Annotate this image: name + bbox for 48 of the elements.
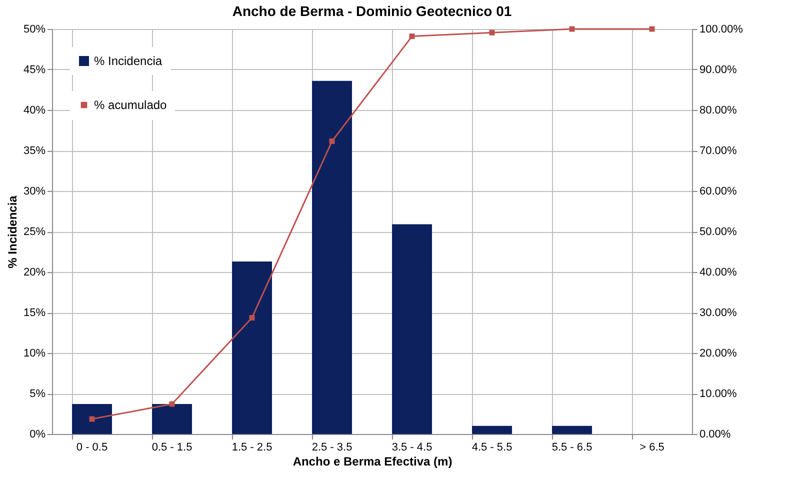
- y-tick-label: 50%: [23, 24, 46, 36]
- y-tick-label: 35%: [23, 145, 46, 157]
- bar: [72, 404, 112, 434]
- legend-label: % Incidencia: [94, 54, 162, 68]
- y-tick-label: 25%: [23, 226, 46, 238]
- y2-tick-label: 90.00%: [700, 64, 738, 76]
- y2-tick-label: 20.00%: [700, 348, 738, 360]
- x-tick-label: > 6.5: [640, 442, 664, 454]
- x-tick-label: 5.5 - 6.5: [552, 442, 592, 454]
- y2-tick-label: 10.00%: [700, 388, 738, 400]
- x-axis-title: Ancho e Berma Efectiva (m): [292, 454, 452, 468]
- point: [89, 416, 95, 422]
- y2-tick-label: 60.00%: [700, 186, 738, 198]
- bar: [232, 261, 272, 434]
- point: [489, 30, 495, 36]
- y2-tick-label: 40.00%: [700, 266, 738, 278]
- y-tick-label: 45%: [23, 64, 46, 76]
- y2-tick-label: 0.00%: [700, 428, 731, 440]
- x-tick-label: 0 - 0.5: [76, 442, 108, 454]
- chart-title: Ancho de Berma - Dominio Geotecnico 01: [232, 3, 512, 19]
- y-tick-label: 15%: [23, 307, 46, 319]
- y2-tick-label: 30.00%: [700, 307, 738, 319]
- y2-tick-label: 50.00%: [700, 226, 738, 238]
- y-tick-label: 20%: [23, 266, 46, 278]
- bar: [552, 426, 592, 434]
- y-tick-label: 0%: [30, 428, 46, 440]
- point: [329, 138, 335, 144]
- y-tick-label: 40%: [23, 104, 46, 116]
- y2-tick-label: 100.00%: [700, 24, 744, 36]
- legend-label: % acumulado: [94, 98, 168, 112]
- point: [169, 401, 175, 407]
- x-tick-label: 4.5 - 5.5: [472, 442, 512, 454]
- bar: [312, 80, 352, 434]
- y2-tick-label: 70.00%: [700, 145, 738, 157]
- x-tick-label: 3.5 - 4.5: [392, 442, 432, 454]
- x-tick-label: 1.5 - 2.5: [232, 442, 272, 454]
- point: [409, 34, 415, 40]
- bar: [472, 426, 512, 434]
- x-tick-label: 0.5 - 1.5: [152, 442, 192, 454]
- y2-tick-label: 80.00%: [700, 104, 738, 116]
- x-tick-label: 2.5 - 3.5: [312, 442, 352, 454]
- point: [249, 315, 255, 321]
- y-axis-title: % Incidencia: [5, 195, 20, 268]
- y-tick-label: 10%: [23, 348, 46, 360]
- y-tick-label: 30%: [23, 186, 46, 198]
- y-tick-label: 5%: [30, 388, 46, 400]
- bar: [392, 224, 432, 434]
- bar: [152, 404, 192, 434]
